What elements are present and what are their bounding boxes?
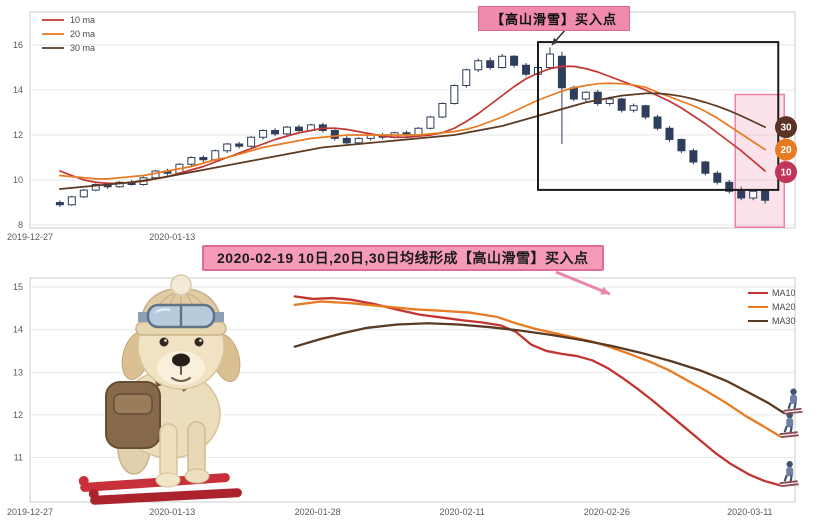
svg-text:30 ma: 30 ma	[70, 43, 95, 53]
ma-badge-10: 10	[775, 161, 797, 184]
svg-text:14: 14	[13, 85, 23, 95]
svg-text:20 ma: 20 ma	[70, 29, 95, 39]
candles	[55, 47, 770, 207]
svg-text:13: 13	[13, 367, 23, 377]
black-highlight-box	[537, 41, 780, 191]
svg-text:10 ma: 10 ma	[70, 15, 95, 25]
svg-text:2020-01-28: 2020-01-28	[295, 507, 341, 517]
legend: 10 ma 20 ma 30 ma	[42, 15, 95, 53]
20-ma-line	[59, 82, 766, 180]
mini-skier-icon	[779, 411, 799, 439]
mini-skier-icon	[779, 461, 799, 488]
svg-text:2020-01-13: 2020-01-13	[149, 507, 195, 517]
svg-text:10: 10	[13, 175, 23, 185]
svg-text:30: 30	[780, 123, 792, 134]
svg-text:2019-12-27: 2019-12-27	[7, 232, 53, 242]
dog-on-skis-icon	[78, 274, 242, 505]
legend: MA10 MA20 MA30	[748, 288, 796, 326]
svg-text:2020-02-11: 2020-02-11	[440, 507, 485, 517]
candlestick-chart: 16 14 12 10 8 2019-12-27 2020-01-13 30 20 10 10 ma…	[7, 11, 797, 242]
ma-line-chart: 15 14 13 12 11 2019-12-27 2020-01-13 2020-01-28…	[7, 270, 803, 517]
svg-text:MA10: MA10	[772, 288, 796, 298]
svg-text:20: 20	[780, 145, 792, 156]
svg-text:8: 8	[18, 220, 23, 230]
svg-text:MA30: MA30	[772, 316, 796, 326]
ma-badge-20: 20	[775, 138, 797, 161]
svg-text:11: 11	[14, 453, 23, 463]
svg-text:14: 14	[13, 325, 23, 335]
svg-text:10: 10	[780, 168, 792, 179]
svg-text:12: 12	[13, 130, 23, 140]
backpack	[105, 378, 189, 449]
MA30-line	[293, 322, 785, 414]
MA20-line	[293, 300, 781, 438]
30-ma-line	[59, 92, 766, 190]
svg-text:2019-12-27: 2019-12-27	[7, 507, 53, 517]
svg-text:15: 15	[13, 282, 23, 292]
svg-text:16: 16	[13, 40, 23, 50]
svg-text:MA20: MA20	[772, 302, 796, 312]
svg-text:2020-02-26: 2020-02-26	[584, 507, 630, 517]
svg-text:12: 12	[13, 410, 23, 420]
10-ma-line	[59, 65, 766, 185]
ma-badge-30: 30	[775, 116, 797, 139]
banner-arrow	[555, 270, 611, 296]
ski-goggles-icon	[138, 303, 224, 329]
mini-skier-icon	[783, 388, 803, 415]
buy-point-callout: 【高山滑雪】买入点	[478, 6, 631, 31]
svg-text:2020-01-13: 2020-01-13	[149, 232, 195, 242]
dog-on-skis-illustration	[68, 272, 268, 506]
ma-buy-point-banner: 2020-02-19 10日,20日,30日均线形成【高山滑雪】买入点	[202, 245, 604, 271]
svg-text:2020-03-11: 2020-03-11	[727, 507, 772, 517]
callout-arrow	[551, 28, 567, 46]
pink-highlight-band	[734, 93, 785, 228]
